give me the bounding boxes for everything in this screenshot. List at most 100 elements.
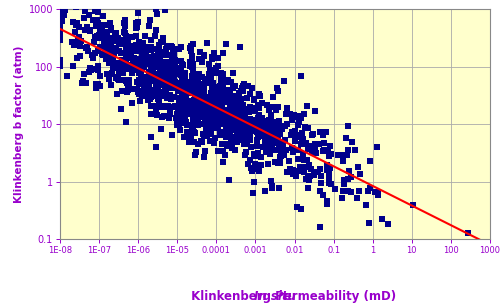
Point <box>266 126 274 131</box>
Point <box>136 98 144 103</box>
Point <box>132 25 140 30</box>
Point <box>56 4 64 9</box>
Point <box>160 51 168 56</box>
Point <box>282 105 290 110</box>
Point <box>260 124 268 129</box>
Point <box>218 104 226 109</box>
Point <box>262 141 270 146</box>
Point <box>115 40 123 45</box>
Point <box>191 77 199 82</box>
Point <box>216 108 224 113</box>
Point <box>189 61 197 66</box>
Point <box>217 82 225 87</box>
Point <box>200 133 208 138</box>
Point <box>208 112 216 117</box>
Point <box>92 33 100 38</box>
Point <box>327 182 335 187</box>
Point <box>264 103 272 107</box>
Point <box>280 153 288 158</box>
Point <box>296 165 304 170</box>
Point <box>166 107 174 112</box>
Point <box>258 132 266 137</box>
Point <box>208 92 216 97</box>
Point <box>73 20 81 25</box>
Point <box>222 153 230 157</box>
Point <box>264 138 272 143</box>
Point <box>215 110 223 115</box>
Point <box>192 83 200 88</box>
Point <box>276 131 284 136</box>
Point <box>295 113 303 118</box>
Point <box>255 169 263 173</box>
Point <box>244 106 252 111</box>
Point <box>234 118 241 123</box>
Point <box>144 77 152 82</box>
Point <box>208 81 216 86</box>
Point <box>160 94 168 99</box>
Point <box>178 119 186 124</box>
Point <box>200 77 208 82</box>
Point <box>200 54 208 59</box>
Point <box>134 10 142 15</box>
Point <box>254 102 262 107</box>
Point <box>162 84 170 88</box>
Point <box>319 133 327 138</box>
Point <box>188 53 196 58</box>
Point <box>92 24 100 29</box>
Point <box>206 74 214 79</box>
Point <box>222 125 230 130</box>
Point <box>218 83 226 87</box>
Point <box>256 127 264 132</box>
Point <box>210 126 218 130</box>
Point <box>150 53 158 58</box>
Point <box>259 144 267 149</box>
Point <box>56 9 64 14</box>
Point <box>308 144 316 149</box>
Point <box>192 99 200 104</box>
Point <box>198 93 205 98</box>
Point <box>192 91 200 95</box>
Point <box>159 94 167 99</box>
Point <box>310 172 318 177</box>
Point <box>202 77 209 82</box>
Point <box>288 117 296 122</box>
Point <box>228 119 235 124</box>
Point <box>88 53 96 58</box>
Point <box>188 98 196 103</box>
Point <box>174 105 182 110</box>
Point <box>123 37 131 41</box>
Point <box>160 71 168 76</box>
Point <box>253 125 261 130</box>
Point <box>224 126 232 130</box>
Point <box>130 67 138 72</box>
Point <box>166 112 173 117</box>
Point <box>144 75 152 80</box>
Point <box>339 158 347 163</box>
Point <box>56 58 64 63</box>
Point <box>80 16 88 21</box>
Point <box>242 131 250 136</box>
Point <box>140 41 147 46</box>
Point <box>266 107 274 112</box>
Point <box>134 90 141 95</box>
Point <box>197 113 205 118</box>
Point <box>344 177 351 181</box>
Point <box>138 65 146 70</box>
Point <box>144 97 152 102</box>
Point <box>263 145 271 150</box>
Point <box>154 97 162 102</box>
Point <box>270 125 278 130</box>
Point <box>228 113 235 118</box>
Point <box>107 45 115 49</box>
Point <box>220 93 228 98</box>
Point <box>314 170 322 175</box>
Point <box>323 202 331 207</box>
Point <box>269 130 277 135</box>
Point <box>270 136 278 141</box>
Point <box>312 170 320 175</box>
Point <box>228 99 235 103</box>
Point <box>276 160 284 165</box>
Point <box>300 124 308 129</box>
Point <box>130 59 138 64</box>
Point <box>271 129 279 134</box>
